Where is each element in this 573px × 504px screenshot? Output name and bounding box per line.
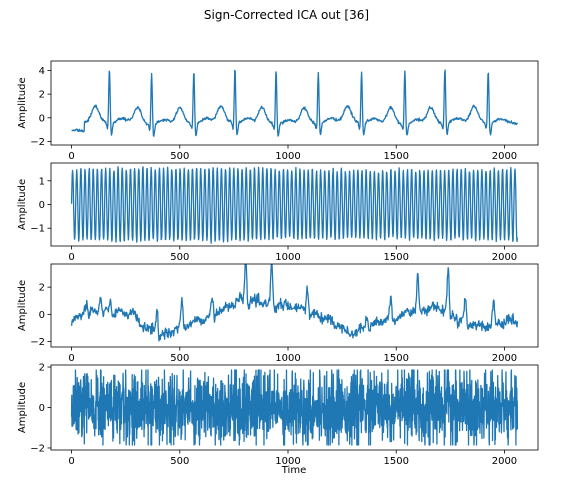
figure-title: Sign-Corrected ICA out [36] bbox=[204, 8, 369, 22]
subplot-1: 0 500 1000 1500 2000 −2 0 2 4 Amplitude bbox=[17, 60, 539, 162]
x-tick-label: 2000 bbox=[492, 353, 517, 364]
x-tick-label: 1000 bbox=[275, 252, 300, 263]
y-tick-label: 0 bbox=[39, 113, 45, 124]
y-tick-label: −1 bbox=[30, 224, 45, 235]
subplot-3: 0 500 1000 1500 2000 −2 0 2 Amplitude bbox=[17, 263, 539, 364]
x-tick-label: 1000 bbox=[275, 151, 300, 162]
x-tick-label: 500 bbox=[170, 252, 189, 263]
y-tick-label: 1 bbox=[39, 176, 45, 187]
y-tick-label: −2 bbox=[30, 443, 45, 454]
y-axis-label: Amplitude bbox=[17, 179, 28, 230]
y-axis-label: Amplitude bbox=[17, 77, 28, 128]
x-tick-label: 2000 bbox=[492, 151, 517, 162]
y-tick-label: 2 bbox=[39, 283, 45, 294]
series-line bbox=[71, 69, 519, 137]
x-tick-label: 1500 bbox=[384, 456, 409, 467]
x-tick-label: 0 bbox=[68, 151, 74, 162]
x-tick-label: 1000 bbox=[275, 353, 300, 364]
y-tick-label: −2 bbox=[30, 137, 45, 148]
x-tick-label: 0 bbox=[68, 456, 74, 467]
series-line bbox=[70, 369, 519, 446]
x-tick-label: 500 bbox=[170, 456, 189, 467]
series-line bbox=[70, 166, 518, 244]
x-tick-label: 1500 bbox=[384, 151, 409, 162]
x-tick-label: 2000 bbox=[492, 252, 517, 263]
x-tick-label: 1500 bbox=[384, 252, 409, 263]
y-axis-label: Amplitude bbox=[17, 382, 28, 433]
y-tick-label: −2 bbox=[30, 337, 45, 348]
x-tick-label: 0 bbox=[68, 252, 74, 263]
x-tick-label: 500 bbox=[170, 151, 189, 162]
y-tick-label: 4 bbox=[39, 66, 45, 77]
axes-frame bbox=[50, 60, 539, 146]
y-axis-label: Amplitude bbox=[17, 280, 28, 331]
y-tick-label: 0 bbox=[39, 403, 45, 414]
axes-frame bbox=[50, 263, 539, 348]
y-tick-label: 2 bbox=[39, 90, 45, 101]
x-tick-label: 500 bbox=[170, 353, 189, 364]
x-tick-label: 0 bbox=[68, 353, 74, 364]
x-tick-label: 1000 bbox=[275, 456, 300, 467]
y-tick-label: 2 bbox=[39, 363, 45, 374]
x-tick-label: 1500 bbox=[384, 353, 409, 364]
x-axis-label: Time bbox=[281, 465, 306, 476]
y-tick-label: 0 bbox=[39, 310, 45, 321]
subplot-2: 0 500 1000 1500 2000 −1 0 1 Amplitude bbox=[17, 162, 539, 263]
subplot-4: 0 500 1000 1500 2000 −2 0 2 Amplitude bbox=[17, 363, 539, 467]
x-tick-label: 2000 bbox=[492, 456, 517, 467]
series-line bbox=[70, 264, 519, 342]
y-tick-label: 0 bbox=[39, 200, 45, 211]
